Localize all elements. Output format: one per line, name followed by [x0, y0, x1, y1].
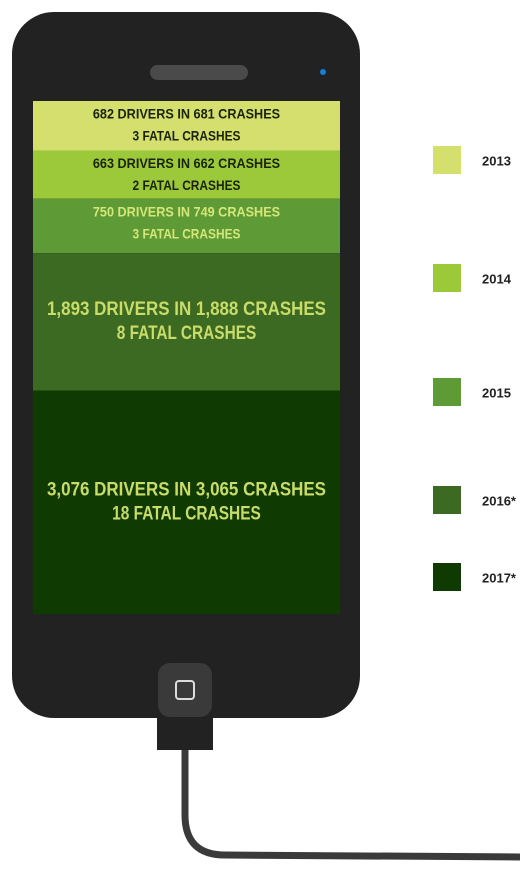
legend-label: 2016*: [482, 493, 517, 508]
home-icon: [175, 680, 195, 700]
legend-swatch: [433, 486, 461, 514]
segment: [33, 101, 340, 151]
fatal-label: 8 FATAL CRASHES: [117, 323, 257, 344]
legend-swatch: [433, 563, 461, 591]
legend-swatch: [433, 146, 461, 174]
segment: [33, 390, 340, 614]
camera: [320, 69, 326, 75]
segment-label: 1,893 DRIVERS IN 1,888 CRASHES: [47, 299, 326, 320]
segment: [33, 198, 340, 254]
legend: 2013 2014 2015 2016* 2017*: [433, 146, 517, 591]
cable: [181, 745, 520, 861]
fatal-label: 18 FATAL CRASHES: [112, 503, 261, 524]
legend-label: 2017*: [482, 570, 517, 585]
legend-label: 2014: [482, 271, 512, 286]
segment-label: 663 DRIVERS IN 662 CRASHES: [93, 155, 280, 171]
fatal-label: 3 FATAL CRASHES: [133, 225, 241, 241]
segment-label: 3,076 DRIVERS IN 3,065 CRASHES: [47, 479, 326, 500]
segments: 682 DRIVERS IN 681 CRASHES 3 FATAL CRASHE…: [33, 101, 340, 614]
segment: [33, 253, 340, 391]
legend-label: 2013: [482, 153, 511, 168]
home-button: [158, 663, 212, 717]
connector: [157, 712, 213, 750]
speaker: [150, 65, 248, 80]
fatal-label: 2 FATAL CRASHES: [133, 177, 241, 193]
segment-label: 750 DRIVERS IN 749 CRASHES: [93, 203, 280, 219]
legend-label: 2015: [482, 385, 511, 400]
segment: [33, 150, 340, 199]
legend-swatch: [433, 378, 461, 406]
legend-swatch: [433, 264, 461, 292]
segment-label: 682 DRIVERS IN 681 CRASHES: [93, 106, 280, 122]
fatal-label: 3 FATAL CRASHES: [133, 128, 241, 144]
